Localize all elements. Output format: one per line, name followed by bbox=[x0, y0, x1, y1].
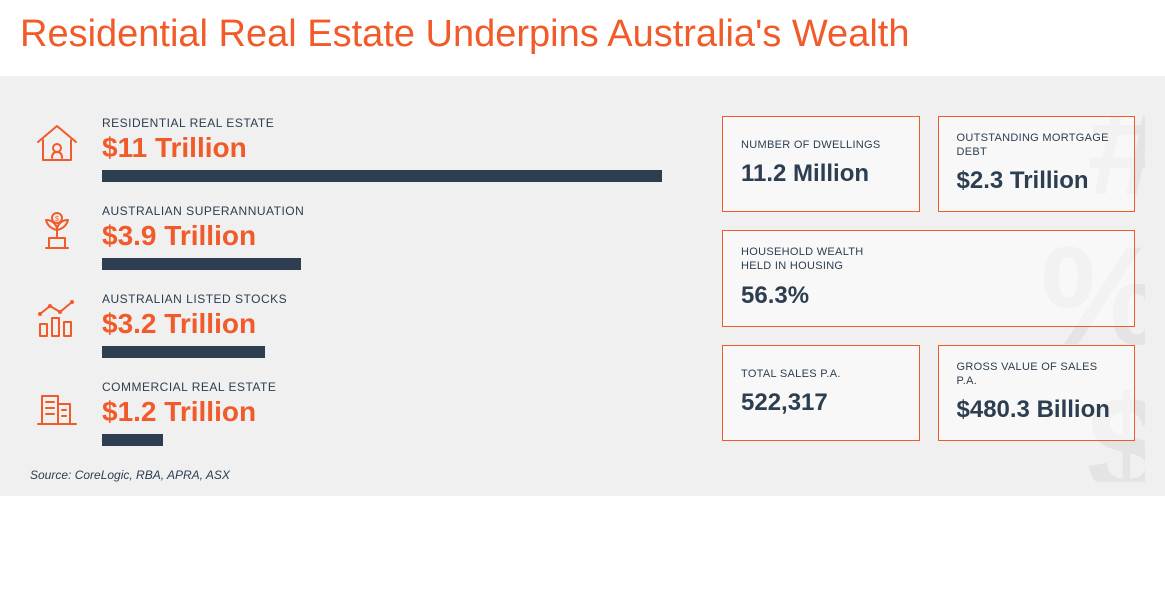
stat-label: OUTSTANDING MORTGAGE DEBT bbox=[957, 131, 1117, 160]
stat-value: 11.2 Million bbox=[741, 160, 901, 188]
asset-bar bbox=[102, 170, 662, 182]
stat-card: TOTAL SALES P.A. 522,317 bbox=[722, 345, 920, 442]
stat-cards-group: #$%$ NUMBER OF DWELLINGS 11.2 Million OU… bbox=[722, 116, 1135, 482]
stat-value: $2.3 Trillion bbox=[957, 167, 1117, 195]
stocks-icon bbox=[30, 292, 84, 346]
asset-bar-chart: RESIDENTIAL REAL ESTATE $11 Trillion $ A… bbox=[30, 116, 662, 482]
stat-value: 522,317 bbox=[741, 389, 901, 417]
stat-row: HOUSEHOLD WEALTHHELD IN HOUSING 56.3% bbox=[722, 230, 1135, 327]
stat-row: NUMBER OF DWELLINGS 11.2 Million OUTSTAN… bbox=[722, 116, 1135, 213]
house-icon bbox=[30, 116, 84, 170]
asset-label: AUSTRALIAN LISTED STOCKS bbox=[102, 292, 662, 306]
asset-label: RESIDENTIAL REAL ESTATE bbox=[102, 116, 662, 130]
asset-label: COMMERCIAL REAL ESTATE bbox=[102, 380, 662, 394]
asset-bar bbox=[102, 434, 163, 446]
stat-card: HOUSEHOLD WEALTHHELD IN HOUSING 56.3% bbox=[722, 230, 1135, 327]
asset-row: $ AUSTRALIAN SUPERANNUATION $3.9 Trillio… bbox=[30, 204, 662, 270]
asset-row: RESIDENTIAL REAL ESTATE $11 Trillion bbox=[30, 116, 662, 182]
asset-label: AUSTRALIAN SUPERANNUATION bbox=[102, 204, 662, 218]
asset-value: $1.2 Trillion bbox=[102, 396, 662, 428]
stat-value: 56.3% bbox=[741, 282, 1116, 310]
stat-label: GROSS VALUE OF SALES P.A. bbox=[957, 360, 1117, 389]
stat-card: NUMBER OF DWELLINGS 11.2 Million bbox=[722, 116, 920, 213]
stat-label: TOTAL SALES P.A. bbox=[741, 367, 901, 381]
asset-value: $3.2 Trillion bbox=[102, 308, 662, 340]
infographic-panel: RESIDENTIAL REAL ESTATE $11 Trillion $ A… bbox=[0, 76, 1165, 496]
plant-icon: $ bbox=[30, 204, 84, 258]
stat-label: HOUSEHOLD WEALTHHELD IN HOUSING bbox=[741, 245, 1116, 274]
page-title: Residential Real Estate Underpins Austra… bbox=[0, 0, 1165, 76]
stat-card: GROSS VALUE OF SALES P.A. $480.3 Billion bbox=[938, 345, 1136, 442]
stat-card: OUTSTANDING MORTGAGE DEBT $2.3 Trillion bbox=[938, 116, 1136, 213]
svg-text:$: $ bbox=[55, 216, 59, 223]
asset-row: AUSTRALIAN LISTED STOCKS $3.2 Trillion bbox=[30, 292, 662, 358]
asset-bar bbox=[102, 258, 301, 270]
stat-row: TOTAL SALES P.A. 522,317 GROSS VALUE OF … bbox=[722, 345, 1135, 442]
asset-value: $11 Trillion bbox=[102, 132, 662, 164]
stat-label: NUMBER OF DWELLINGS bbox=[741, 138, 901, 152]
source-text: Source: CoreLogic, RBA, APRA, ASX bbox=[30, 468, 662, 482]
building-icon bbox=[30, 380, 84, 434]
asset-value: $3.9 Trillion bbox=[102, 220, 662, 252]
asset-row: COMMERCIAL REAL ESTATE $1.2 Trillion bbox=[30, 380, 662, 446]
asset-bar bbox=[102, 346, 265, 358]
stat-value: $480.3 Billion bbox=[957, 396, 1117, 424]
